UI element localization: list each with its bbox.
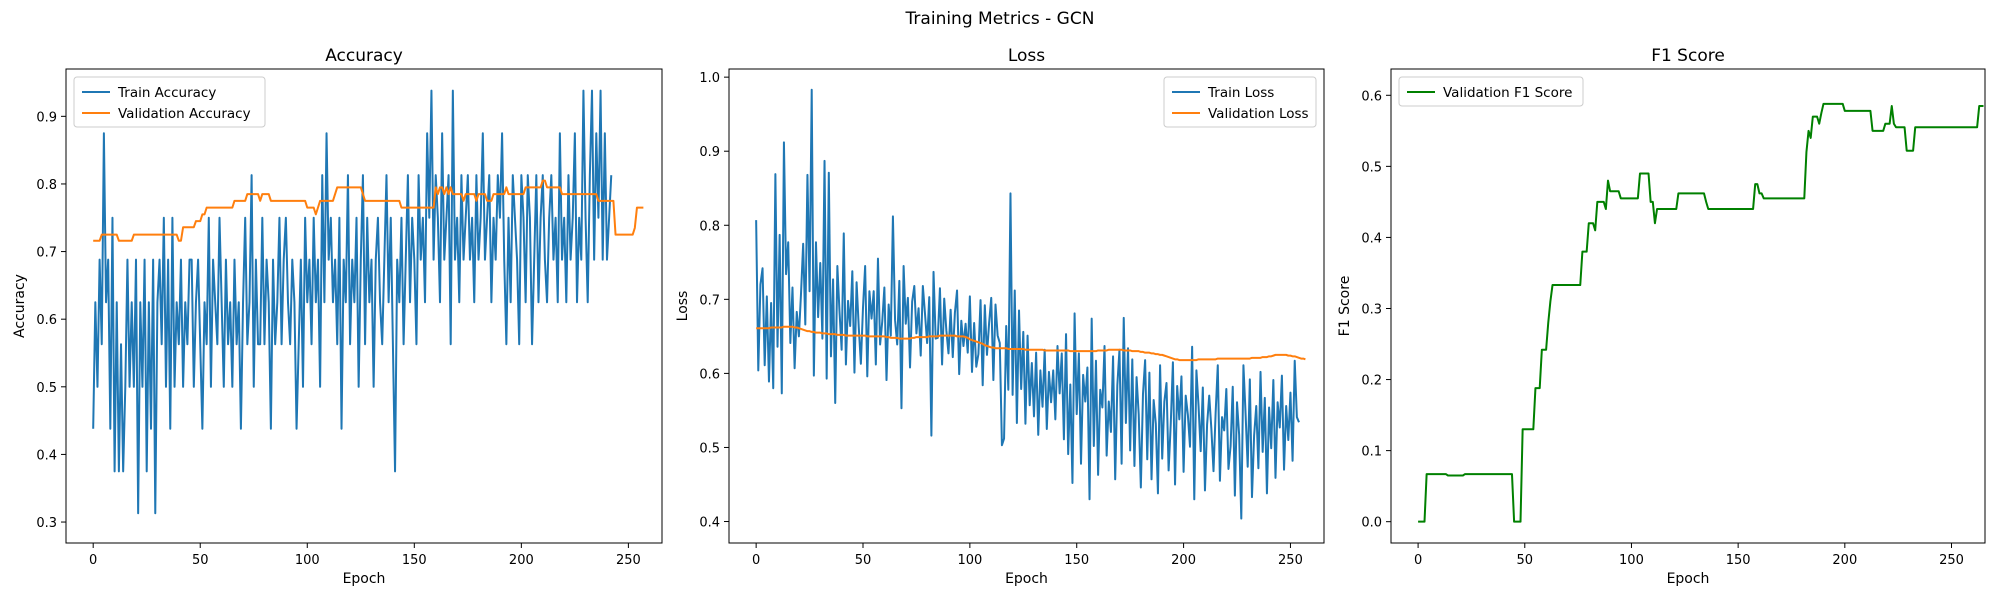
x-tick-label: 100 [1619,553,1644,568]
x-tick-label: 150 [1064,553,1089,568]
legend-label: Train Loss [1207,85,1274,101]
y-tick-label: 0.9 [699,145,720,160]
x-tick-label: 50 [192,553,209,568]
legend-label: Train Accuracy [117,85,216,101]
x-tick-label: 50 [855,553,872,568]
y-tick-label: 0.5 [1361,160,1382,175]
x-tick-label: 150 [1726,553,1751,568]
x-tick-label: 150 [402,553,427,568]
x-tick-label: 100 [957,553,982,568]
x-tick-label: 250 [616,553,641,568]
legend: Validation F1 Score [1398,76,1584,107]
y-tick-label: 0.3 [36,516,57,531]
y-tick-label: 0.6 [1361,89,1382,104]
series-line-validation-accuracy [93,179,644,242]
chart-title: Accuracy [325,46,403,66]
y-axis-label: Loss [675,291,691,322]
axes-frame [728,68,1325,544]
y-tick-label: 0.7 [36,246,57,261]
x-tick-label: 0 [89,553,97,568]
chart-title: F1 Score [1651,46,1725,66]
y-tick-label: 0.2 [1361,374,1382,389]
legend-box [73,76,266,128]
x-axis-label: Epoch [1005,571,1048,587]
x-tick-label: 200 [1171,553,1196,568]
x-axis-label: Epoch [1667,571,1710,587]
y-tick-label: 1.0 [699,71,720,86]
y-tick-label: 0.9 [36,110,57,125]
y-tick-label: 0.4 [1361,231,1382,246]
series-line-validation-f1-score [1418,102,1984,523]
axes-frame [1390,68,1986,544]
legend: Train Loss Validation Loss [1163,76,1317,128]
legend-box [1398,76,1584,107]
y-tick-label: 0.0 [1361,516,1382,531]
figure-title: Training Metrics - GCN [905,9,1095,29]
x-tick-label: 100 [295,553,320,568]
y-axis-label: F1 Score [1337,276,1353,337]
x-tick-label: 200 [509,553,534,568]
y-tick-label: 0.8 [36,178,57,193]
axes-frame [65,68,663,544]
legend-label: Validation F1 Score [1443,85,1572,101]
legend-box [1163,76,1317,128]
chart-panel-2: F1 Score 0 50 100 150 200 250 0.0 0.1 0.2 0.3 0.4 0.… [1337,46,1986,587]
y-tick-label: 0.3 [1361,302,1382,317]
x-tick-label: 250 [1939,553,1964,568]
x-axis-label: Epoch [343,571,386,587]
x-tick-label: 200 [1832,553,1857,568]
x-tick-label: 50 [1517,553,1534,568]
legend: Train Accuracy Validation Accuracy [73,76,266,128]
y-tick-label: 0.6 [36,313,57,328]
chart-title: Loss [1008,46,1045,66]
series-line-train-accuracy [92,89,613,515]
y-axis-label: Accuracy [12,274,28,338]
series-line-train-loss [755,88,1300,520]
y-tick-label: 0.5 [699,441,720,456]
series-line-validation-loss [756,325,1306,362]
y-tick-label: 0.1 [1361,445,1382,460]
chart-panel-1: Loss 0 50 100 150 200 250 0.4 0.5 0.6 0.7 0.8 0.9 1.0… [675,46,1325,587]
x-tick-label: 0 [1414,553,1422,568]
y-tick-label: 0.7 [699,293,720,308]
x-tick-label: 250 [1278,553,1303,568]
y-tick-label: 0.5 [36,381,57,396]
legend-label: Validation Loss [1208,106,1309,122]
y-tick-label: 0.8 [699,219,720,234]
y-tick-label: 0.4 [36,448,57,463]
y-tick-label: 0.4 [699,516,720,531]
legend-label: Validation Accuracy [118,106,251,122]
y-tick-label: 0.6 [699,367,720,382]
chart-panel-0: Accuracy 0 50 100 150 200 250 0.3 0.4 0.5 0.6 0.7 0.… [12,46,663,587]
x-tick-label: 0 [752,553,760,568]
